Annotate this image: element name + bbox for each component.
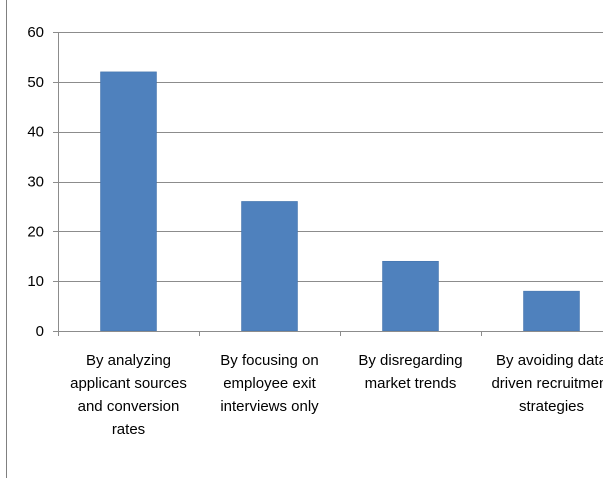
y-tick-label: 30 bbox=[27, 174, 44, 191]
bars bbox=[100, 71, 580, 332]
y-axis-tick-labels: 0 10 20 30 40 50 60 bbox=[27, 24, 44, 340]
x-category-label-2-line-3: interviews only bbox=[220, 398, 319, 415]
y-tick-label: 50 bbox=[27, 74, 44, 91]
x-category-label-1-line-4: rates bbox=[112, 421, 145, 438]
axes bbox=[53, 32, 603, 336]
x-category-label-1-line-2: applicant sources bbox=[70, 375, 187, 392]
x-axis-category-labels: By analyzing applicant sources and convers… bbox=[70, 352, 603, 438]
bar-4 bbox=[523, 290, 580, 332]
y-tick-label: 40 bbox=[27, 124, 44, 141]
x-category-label-2-line-1: By focusing on bbox=[220, 352, 318, 369]
x-category-label-4-line-3: strategies bbox=[519, 398, 584, 415]
y-tick-label: 60 bbox=[27, 24, 44, 41]
bar-1 bbox=[100, 71, 157, 332]
y-tick-label: 0 bbox=[36, 323, 44, 340]
bar-2 bbox=[241, 201, 298, 332]
x-category-label-3-line-2: market trends bbox=[365, 375, 457, 392]
x-category-label-1-line-3: and conversion bbox=[78, 398, 180, 415]
y-tick-label: 20 bbox=[27, 223, 44, 240]
x-category-label-4-line-2: driven recruitment bbox=[491, 375, 603, 392]
y-tick-label: 10 bbox=[27, 273, 44, 290]
x-category-label-1-line-1: By analyzing bbox=[86, 352, 171, 369]
x-category-label-2-line-2: employee exit bbox=[223, 375, 316, 392]
x-category-label-4-line-1: By avoiding data bbox=[496, 352, 603, 369]
bar-3 bbox=[382, 260, 439, 332]
x-category-label-3-line-1: By disregarding bbox=[358, 352, 462, 369]
